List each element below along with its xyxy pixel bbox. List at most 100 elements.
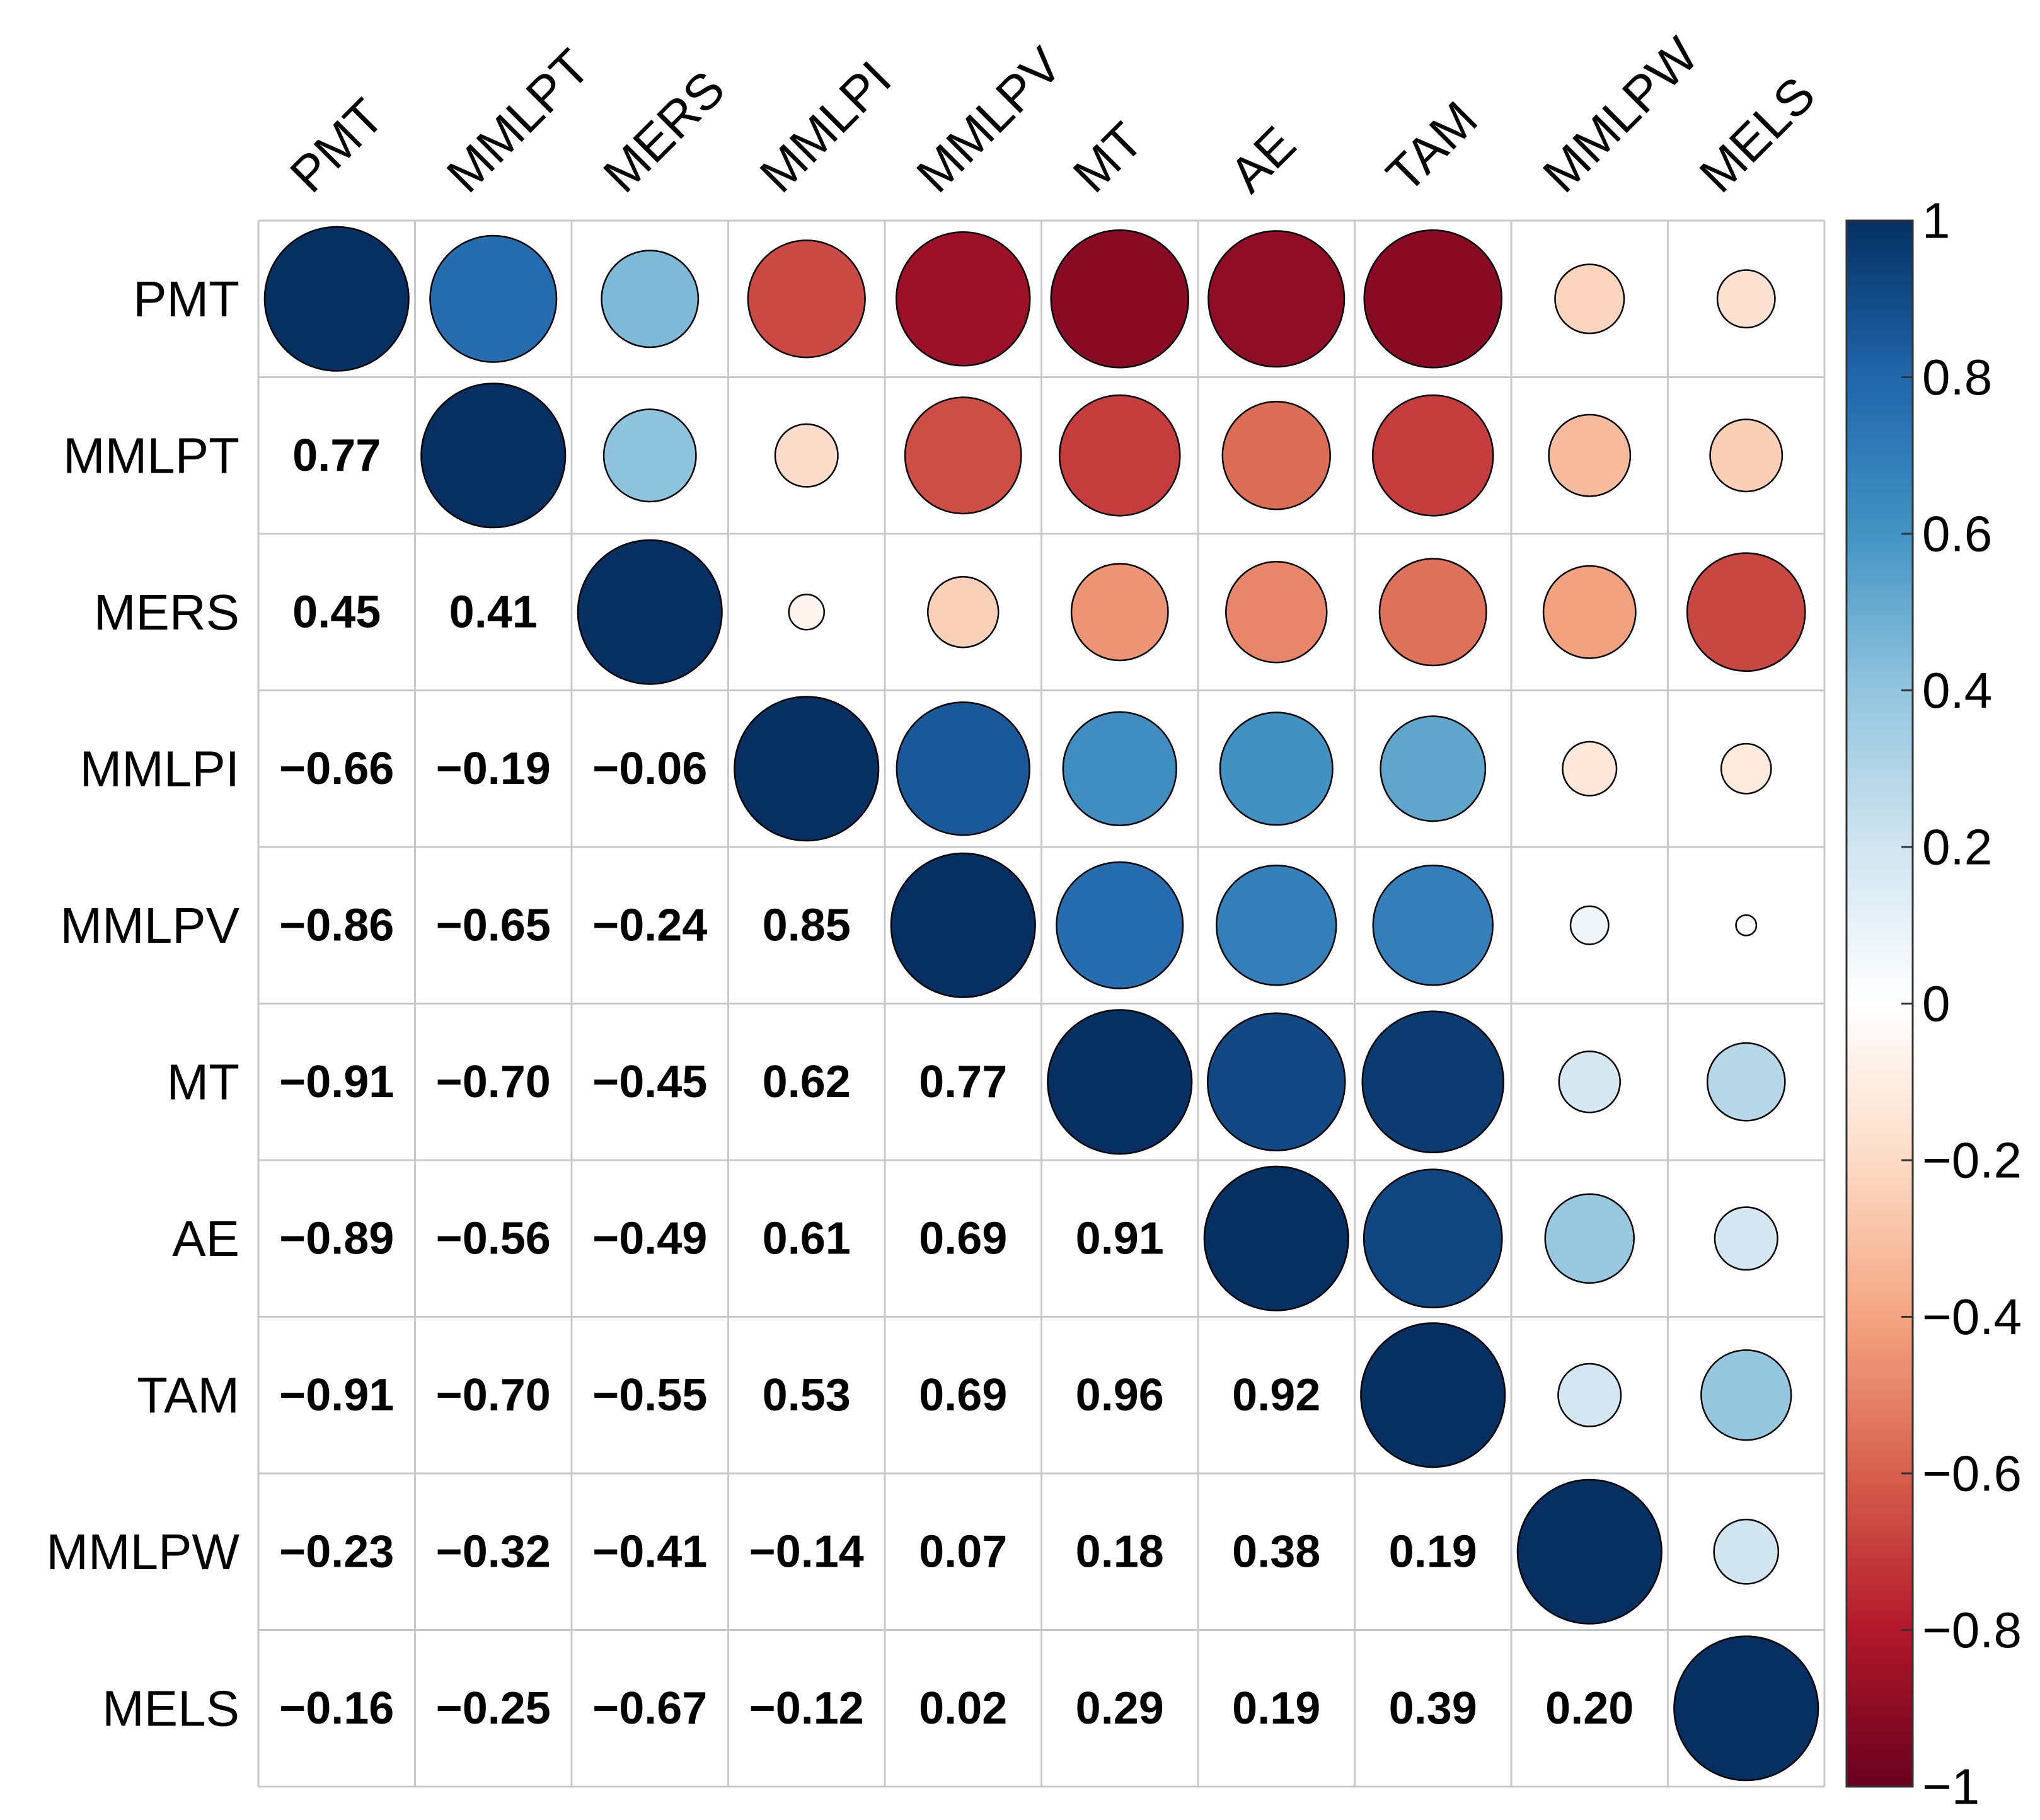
row-label-ae: AE	[172, 1211, 239, 1267]
corr-value-tam-pmt: −0.91	[279, 1370, 394, 1420]
corr-circle-mers-mers	[577, 539, 723, 685]
corr-circle-mers-mmlpw	[1542, 565, 1637, 659]
corr-circle-mmlpv-mt	[1056, 861, 1184, 989]
colorbar-tick-label: −0.4	[1922, 1289, 2022, 1345]
corr-value-mmlpw-mt: 0.18	[1076, 1526, 1164, 1577]
corr-value-tam-mmlpt: −0.70	[436, 1370, 551, 1420]
corr-value-mmlpv-mmlpi: 0.85	[763, 900, 851, 950]
corr-value-ae-mt: 0.91	[1076, 1213, 1164, 1264]
corr-value-mels-tam: 0.39	[1389, 1683, 1477, 1734]
corr-circle-mers-mels	[1686, 552, 1806, 672]
corr-circle-mmlpi-ae	[1219, 711, 1334, 826]
corr-value-mt-mers: −0.45	[592, 1057, 707, 1107]
row-label-mmlpi: MMLPI	[80, 740, 239, 797]
corr-value-mels-mmlpi: −0.12	[749, 1683, 864, 1734]
corr-circle-ae-tam	[1363, 1168, 1503, 1309]
colorbar-tick-label: 0.8	[1922, 349, 1992, 405]
matrix-grid	[257, 219, 1826, 1788]
corr-circle-pmt-tam	[1363, 229, 1502, 369]
corr-value-tam-ae: 0.92	[1232, 1370, 1320, 1420]
corr-value-mers-pmt: 0.45	[292, 587, 381, 637]
corr-circle-mt-ae	[1207, 1012, 1346, 1151]
corr-value-mels-mt: 0.29	[1076, 1683, 1164, 1734]
upper-circles	[263, 226, 1819, 1782]
corr-circle-pmt-mt	[1050, 229, 1189, 369]
corr-circle-mmlpt-mers	[602, 408, 697, 503]
corr-circle-ae-mmlpw	[1544, 1193, 1635, 1284]
corr-value-mmlpi-mers: −0.06	[592, 744, 707, 794]
corr-circle-mmlpv-mmlpw	[1569, 905, 1610, 945]
corr-value-ae-mmlpv: 0.69	[919, 1213, 1007, 1264]
corr-value-mmlpw-tam: 0.19	[1389, 1526, 1477, 1577]
corr-value-mmlpw-mmlpv: 0.07	[919, 1526, 1007, 1577]
corr-circle-mmlpi-mt	[1062, 711, 1177, 826]
row-label-tam: TAM	[137, 1367, 239, 1423]
corr-value-mels-mers: −0.67	[592, 1683, 707, 1734]
corr-circle-mmlpw-mels	[1713, 1518, 1780, 1585]
corr-value-mmlpw-mmlpi: −0.14	[749, 1526, 864, 1577]
corr-circle-mmlpt-mmlpt	[420, 383, 567, 529]
corr-value-mt-mmlpv: 0.77	[919, 1057, 1007, 1107]
row-label-mmlpw: MMLPW	[46, 1524, 239, 1580]
corr-value-mt-mmlpi: 0.62	[763, 1057, 851, 1107]
corr-circle-tam-tam	[1360, 1322, 1506, 1468]
corr-circle-pmt-mmlpv	[896, 231, 1031, 367]
corr-circle-mt-mels	[1706, 1042, 1786, 1122]
corr-circle-mmlpt-mmlpv	[904, 396, 1022, 515]
corr-value-mmlpv-mmlpt: −0.65	[436, 900, 551, 950]
corr-circle-mmlpw-mmlpw	[1516, 1478, 1663, 1625]
corr-circle-mmlpt-mels	[1709, 418, 1784, 493]
corr-value-tam-mmlpi: 0.53	[763, 1370, 851, 1420]
corr-circle-mmlpi-mmlpw	[1562, 740, 1618, 797]
corr-circle-mt-mt	[1047, 1009, 1193, 1155]
corr-value-mmlpw-pmt: −0.23	[279, 1526, 394, 1577]
corr-circle-mmlpv-mmlpv	[890, 852, 1036, 998]
corr-circle-mmlpv-ae	[1216, 865, 1337, 986]
lower-values: 0.77 0.45 0.41 −0.66 −0.19 −0.06 −0.86 −0.65 −0.…	[279, 430, 1634, 1734]
corr-value-tam-mmlpv: 0.69	[919, 1370, 1007, 1420]
corr-value-ae-pmt: −0.89	[279, 1213, 394, 1264]
corr-circle-pmt-mmlpw	[1554, 263, 1625, 335]
corr-value-mels-pmt: −0.16	[279, 1683, 394, 1734]
corr-circle-mmlpt-tam	[1371, 394, 1494, 517]
row-label-pmt: PMT	[133, 271, 239, 327]
corr-value-mmlpw-mmlpt: −0.32	[436, 1526, 551, 1577]
corr-circle-mmlpi-mmlpi	[734, 696, 880, 842]
corr-value-mmlpv-pmt: −0.86	[279, 900, 394, 950]
corr-circle-pmt-mels	[1716, 269, 1776, 329]
corr-circle-mers-mmlpi	[788, 594, 825, 631]
corr-value-mels-mmlpw: 0.20	[1545, 1683, 1634, 1734]
corr-value-tam-mers: −0.55	[592, 1370, 707, 1420]
corr-value-ae-mmlpt: −0.56	[436, 1213, 551, 1264]
corr-value-mmlpt-pmt: 0.77	[292, 430, 381, 481]
corr-value-mmlpw-ae: 0.38	[1232, 1526, 1320, 1577]
corr-circle-ae-mels	[1714, 1206, 1778, 1271]
colorbar: 1 0.8 0.6 0.4 0.2 0 −0.2 −0.4 −0.6 −0.8 −1	[1845, 193, 2022, 1815]
row-label-mels: MELS	[102, 1680, 239, 1736]
corr-circle-pmt-mmlpi	[747, 239, 866, 359]
corr-circle-mmlpt-ae	[1221, 401, 1331, 510]
corr-circle-ae-ae	[1203, 1165, 1349, 1311]
colorbar-tick-label: −1	[1922, 1759, 1979, 1815]
corr-circle-mmlpv-tam	[1372, 865, 1494, 986]
colorbar-tick-label: 0.2	[1922, 819, 1992, 875]
corr-value-mels-mmlpt: −0.25	[436, 1683, 551, 1734]
corr-circle-mers-ae	[1225, 561, 1328, 664]
corr-circle-pmt-mers	[601, 250, 700, 348]
colorbar-tick-label: 0.4	[1922, 662, 1992, 718]
corr-circle-mmlpv-mels	[1735, 914, 1758, 936]
row-labels: PMT MMLPT MERS MMLPI MMLPV MT AE TAM MMLPW MELS	[46, 271, 239, 1737]
colorbar-tick-label: 1	[1922, 193, 1951, 249]
corr-circle-mers-tam	[1378, 558, 1487, 667]
corr-circle-pmt-pmt	[263, 226, 410, 372]
corr-circle-mt-tam	[1361, 1010, 1504, 1153]
row-label-mmlpt: MMLPT	[63, 427, 239, 483]
corr-value-mers-mmlpt: 0.41	[449, 587, 538, 637]
corr-circle-mmlpi-mels	[1720, 742, 1772, 795]
corr-circle-mt-mmlpw	[1558, 1051, 1621, 1114]
colorbar-tick-label: −0.2	[1922, 1132, 2022, 1189]
corr-circle-mmlpi-mmlpv	[896, 701, 1030, 836]
corr-value-mt-mmlpt: −0.70	[436, 1057, 551, 1107]
colorbar-tick-label: 0	[1922, 976, 1951, 1032]
corr-circle-mmlpt-mt	[1058, 394, 1181, 517]
